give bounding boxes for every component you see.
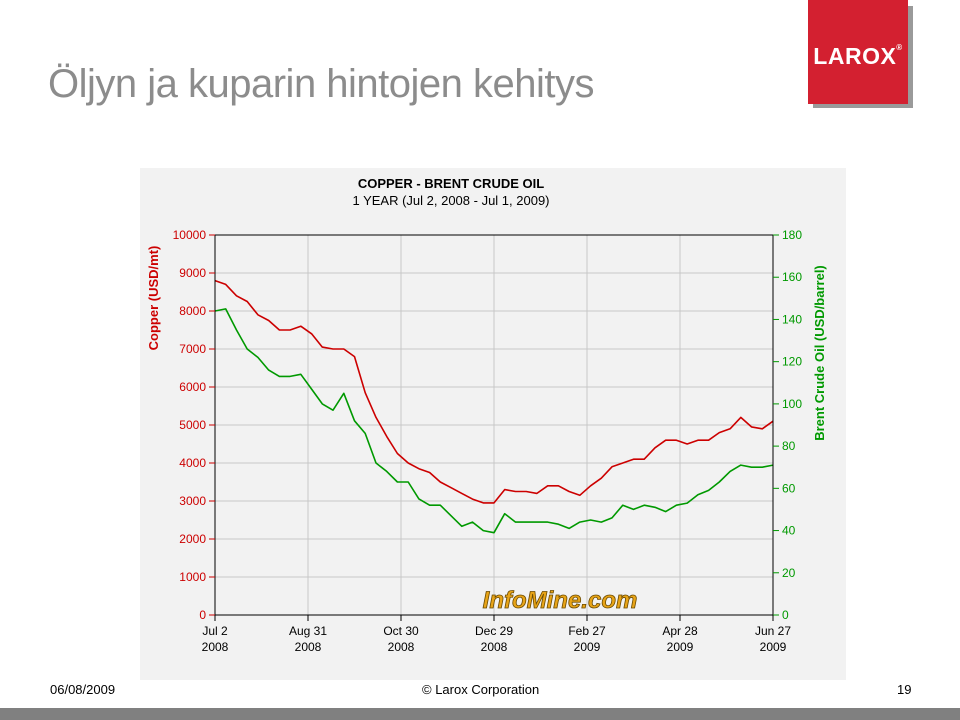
y-tick-label-right: 20 [782, 566, 796, 580]
x-tick-label: Feb 27 [568, 624, 606, 638]
y-tick-label-left: 10000 [173, 228, 207, 242]
y-tick-label-left: 9000 [179, 266, 206, 280]
y-axis-label-left: Copper (USD/mt) [146, 246, 161, 351]
larox-logo: LAROX® [808, 0, 908, 104]
x-tick-year-label: 2008 [388, 640, 415, 654]
footer-copyright: © Larox Corporation [422, 682, 540, 697]
chart-title: COPPER - BRENT CRUDE OIL [358, 176, 544, 191]
x-tick-year-label: 2008 [202, 640, 229, 654]
y-axis-label-right: Brent Crude Oil (USD/barrel) [812, 265, 827, 441]
copper-series-line [214, 279, 774, 504]
x-tick-label: Jul 2 [202, 624, 228, 638]
footer-date: 06/08/2009 [50, 682, 116, 697]
page-number: 19 [897, 682, 912, 697]
y-tick-label-right: 120 [782, 355, 802, 369]
x-tick-year-label: 2008 [295, 640, 322, 654]
x-tick-year-label: 2008 [481, 640, 508, 654]
chart-panel: 0 1000 2000 3000 4000 5000 6000 7000 8000 9000 100… [140, 168, 846, 680]
series-layer [214, 279, 774, 534]
infomine-watermark: InfoMine.com [483, 587, 638, 614]
x-tick-label: Aug 31 [289, 624, 327, 638]
y-tick-label-right: 100 [782, 397, 802, 411]
axis-layer: 0100020003000400050006000700080009000100… [173, 228, 803, 654]
y-tick-label-right: 160 [782, 270, 802, 284]
x-tick-label: Jun 27 [755, 624, 791, 638]
y-tick-label-right: 180 [782, 228, 802, 242]
y-tick-label-left: 5000 [179, 418, 206, 432]
y-tick-label-left: 3000 [179, 494, 206, 508]
x-tick-label: Dec 29 [475, 624, 513, 638]
bottom-bar [0, 708, 960, 720]
y-tick-label-right: 0 [782, 608, 789, 622]
y-tick-label-right: 60 [782, 481, 796, 495]
x-tick-label: Oct 30 [383, 624, 419, 638]
x-tick-year-label: 2009 [760, 640, 787, 654]
y-tick-label-left: 4000 [179, 456, 206, 470]
chart-svg: 0100020003000400050006000700080009000100… [146, 176, 827, 654]
chart-subtitle: 1 YEAR (Jul 2, 2008 - Jul 1, 2009) [352, 193, 549, 208]
grid-layer [215, 234, 773, 616]
y-tick-label-left: 2000 [179, 532, 206, 546]
y-tick-label-right: 80 [782, 439, 796, 453]
y-tick-label-left: 1000 [179, 570, 206, 584]
y-tick-label-right: 140 [782, 312, 802, 326]
y-tick-label-left: 7000 [179, 342, 206, 356]
y-tick-label-left: 0 [199, 608, 206, 622]
oil-series-line [214, 308, 774, 534]
x-tick-year-label: 2009 [667, 640, 694, 654]
x-tick-year-label: 2009 [574, 640, 601, 654]
y-tick-label-left: 6000 [179, 380, 206, 394]
y-tick-label-right: 40 [782, 524, 796, 538]
logo-text: LAROX® [813, 42, 903, 69]
slide-title: Öljyn ja kuparin hintojen kehitys [48, 62, 595, 106]
y-tick-label-left: 8000 [179, 304, 206, 318]
x-tick-label: Apr 28 [662, 624, 698, 638]
